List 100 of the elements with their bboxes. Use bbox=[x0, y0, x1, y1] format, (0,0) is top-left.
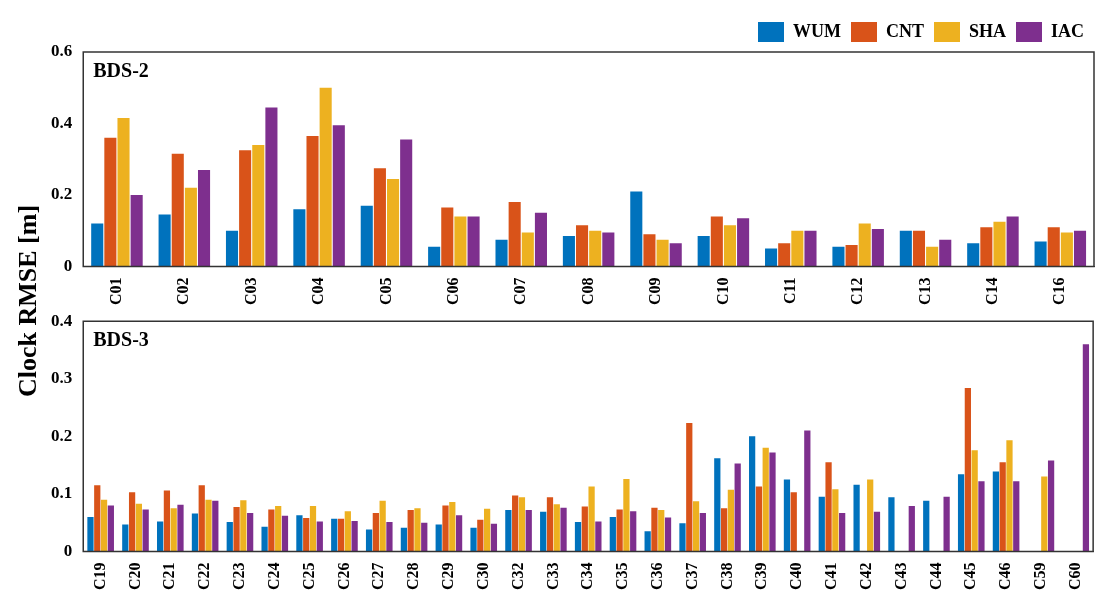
x-tick-label: C24 bbox=[264, 562, 282, 591]
bar bbox=[540, 511, 547, 552]
bar bbox=[630, 511, 637, 552]
bar bbox=[104, 137, 117, 267]
bar bbox=[484, 508, 491, 552]
legend-label: WUM bbox=[792, 20, 841, 41]
bar bbox=[765, 248, 778, 267]
bar bbox=[344, 511, 351, 552]
bar bbox=[825, 462, 832, 552]
bar bbox=[508, 202, 521, 267]
chart-title: BDS-3 bbox=[93, 328, 149, 351]
bar bbox=[373, 168, 386, 267]
y-tick-label: 0 bbox=[63, 540, 73, 560]
x-tick-label: C42 bbox=[856, 562, 874, 591]
bar bbox=[783, 479, 791, 552]
bar bbox=[198, 485, 205, 552]
bar bbox=[400, 139, 413, 267]
bar bbox=[939, 239, 952, 267]
bar bbox=[91, 223, 104, 267]
legend-label: CNT bbox=[885, 20, 924, 41]
bar bbox=[372, 512, 379, 552]
bar bbox=[643, 234, 656, 267]
bar bbox=[225, 230, 239, 267]
bar bbox=[332, 125, 345, 267]
bar bbox=[387, 178, 400, 267]
y-tick-label: 0.3 bbox=[51, 368, 73, 388]
bar bbox=[651, 507, 658, 552]
bar bbox=[553, 504, 560, 552]
bar bbox=[669, 243, 682, 267]
x-tick-label: C07 bbox=[511, 277, 529, 306]
bar bbox=[616, 509, 623, 552]
x-tick-label: C19 bbox=[90, 562, 108, 591]
bar bbox=[692, 501, 700, 552]
bar bbox=[581, 506, 588, 552]
bar bbox=[191, 513, 199, 552]
bar bbox=[1006, 440, 1013, 552]
x-tick-label: C08 bbox=[578, 277, 596, 306]
bar bbox=[521, 232, 534, 267]
bar bbox=[999, 462, 1006, 552]
bar bbox=[574, 522, 582, 552]
bar bbox=[755, 486, 763, 552]
bar bbox=[197, 169, 211, 267]
bar bbox=[602, 232, 615, 267]
bar bbox=[769, 452, 776, 552]
bar bbox=[205, 499, 212, 552]
bar bbox=[303, 518, 310, 552]
x-tick-label: C01 bbox=[107, 277, 125, 306]
bar bbox=[100, 499, 108, 552]
bar bbox=[609, 516, 616, 552]
x-tick-label: C16 bbox=[1050, 277, 1068, 306]
x-tick-label: C29 bbox=[439, 562, 457, 591]
bar bbox=[455, 515, 463, 552]
bar bbox=[252, 144, 265, 267]
bar bbox=[442, 505, 449, 552]
bar bbox=[441, 207, 454, 267]
bar bbox=[992, 471, 1000, 552]
x-tick-label: C46 bbox=[996, 562, 1014, 591]
bar bbox=[1013, 481, 1020, 552]
x-tick-label: C03 bbox=[241, 277, 259, 306]
x-tick-label: C20 bbox=[125, 562, 143, 591]
bar bbox=[644, 531, 651, 552]
bar bbox=[1047, 227, 1060, 267]
bar bbox=[454, 216, 467, 267]
bar bbox=[679, 523, 686, 552]
x-tick-label: C32 bbox=[508, 562, 526, 591]
bar bbox=[171, 153, 184, 267]
bar bbox=[177, 504, 184, 552]
bar bbox=[470, 527, 477, 552]
x-tick-label: C04 bbox=[309, 277, 327, 306]
bar bbox=[971, 450, 978, 552]
x-tick-label: C35 bbox=[613, 562, 631, 591]
bar bbox=[351, 520, 358, 552]
bar bbox=[546, 497, 554, 552]
bar bbox=[337, 518, 345, 552]
bar bbox=[512, 495, 519, 552]
bar bbox=[331, 518, 338, 552]
bar bbox=[534, 212, 547, 267]
bar bbox=[170, 508, 177, 552]
bar bbox=[379, 500, 386, 552]
bar bbox=[686, 423, 693, 552]
x-tick-label: C34 bbox=[578, 562, 596, 591]
bar bbox=[94, 485, 101, 552]
bar bbox=[1047, 460, 1055, 552]
x-tick-label: C25 bbox=[299, 562, 317, 591]
bar bbox=[518, 497, 526, 552]
bar bbox=[316, 521, 323, 552]
bar bbox=[839, 512, 846, 552]
bar bbox=[309, 505, 317, 552]
bar bbox=[505, 510, 512, 552]
bar bbox=[720, 508, 728, 552]
bar bbox=[697, 236, 710, 267]
bar bbox=[1082, 344, 1090, 552]
bar bbox=[871, 228, 884, 267]
x-tick-label: C39 bbox=[752, 562, 770, 591]
bar bbox=[791, 230, 804, 267]
legend-label: IAC bbox=[1051, 20, 1085, 41]
bar bbox=[845, 245, 858, 267]
bar bbox=[365, 529, 373, 552]
x-tick-label: C60 bbox=[1065, 562, 1083, 591]
bar bbox=[407, 510, 414, 552]
